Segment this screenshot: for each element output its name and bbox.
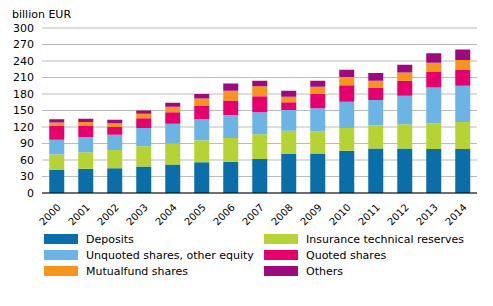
svg-text:2012: 2012 (385, 202, 411, 227)
svg-text:120: 120 (13, 121, 34, 134)
svg-text:60: 60 (20, 154, 34, 167)
svg-text:30: 30 (20, 170, 34, 183)
svg-text:0: 0 (27, 187, 34, 200)
svg-text:300: 300 (13, 22, 34, 35)
svg-text:2002: 2002 (95, 202, 121, 227)
html-text:Insurance technical reserves: Insurance technical reserves (306, 232, 464, 246)
svg-text:2004: 2004 (153, 202, 179, 227)
svg-text:210: 210 (13, 71, 34, 84)
svg-text:2005: 2005 (182, 202, 208, 227)
svg-text:150: 150 (13, 104, 34, 117)
svg-text:2000: 2000 (37, 202, 63, 227)
svg-text:2013: 2013 (414, 202, 440, 227)
svg-text:2010: 2010 (327, 202, 353, 227)
html-text:Quoted shares: Quoted shares (306, 248, 387, 262)
svg-text:2008: 2008 (269, 202, 295, 227)
svg-text:2007: 2007 (240, 202, 266, 227)
html-text:Deposits: Deposits (86, 232, 134, 246)
svg-text:2009: 2009 (298, 202, 324, 227)
svg-text:270: 270 (13, 38, 34, 51)
svg-text:180: 180 (13, 88, 34, 101)
svg-text:2011: 2011 (356, 202, 382, 227)
html-text:Others: Others (306, 264, 343, 278)
svg-text:2006: 2006 (211, 202, 237, 227)
svg-text:2003: 2003 (124, 202, 150, 227)
html-text:billion EUR: billion EUR (12, 8, 72, 21)
svg-text:90: 90 (20, 137, 34, 150)
svg-text:2014: 2014 (443, 202, 469, 227)
html-text:Unquoted shares, other equity: Unquoted shares, other equity (86, 248, 254, 262)
html-text:Mutualfund shares: Mutualfund shares (86, 264, 189, 278)
svg-text:240: 240 (13, 55, 34, 68)
svg-text:2001: 2001 (66, 202, 92, 227)
